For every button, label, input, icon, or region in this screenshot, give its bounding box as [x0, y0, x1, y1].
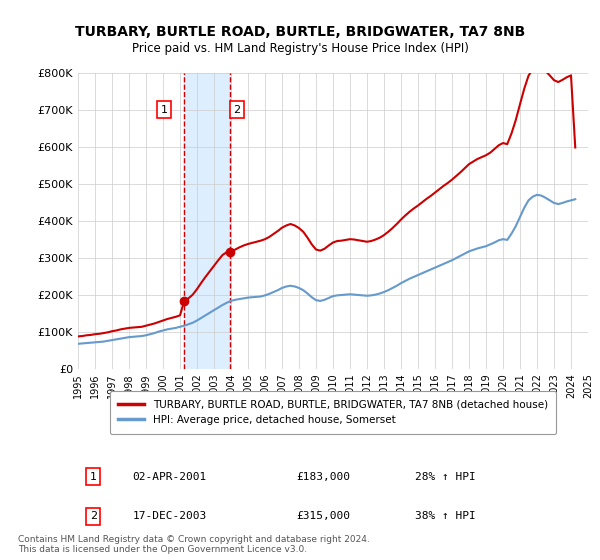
- Text: Price paid vs. HM Land Registry's House Price Index (HPI): Price paid vs. HM Land Registry's House …: [131, 42, 469, 55]
- Text: 2: 2: [90, 511, 97, 521]
- Text: £183,000: £183,000: [296, 472, 350, 482]
- Text: 2: 2: [233, 105, 241, 115]
- Text: TURBARY, BURTLE ROAD, BURTLE, BRIDGWATER, TA7 8NB: TURBARY, BURTLE ROAD, BURTLE, BRIDGWATER…: [75, 25, 525, 39]
- Bar: [184, 73, 230, 368]
- Text: 38% ↑ HPI: 38% ↑ HPI: [415, 511, 476, 521]
- Text: 17-DEC-2003: 17-DEC-2003: [133, 511, 207, 521]
- Text: 1: 1: [160, 105, 167, 115]
- Text: £315,000: £315,000: [296, 511, 350, 521]
- Text: 28% ↑ HPI: 28% ↑ HPI: [415, 472, 476, 482]
- Legend: TURBARY, BURTLE ROAD, BURTLE, BRIDGWATER, TA7 8NB (detached house), HPI: Average: TURBARY, BURTLE ROAD, BURTLE, BRIDGWATER…: [110, 391, 556, 433]
- Text: 1: 1: [90, 472, 97, 482]
- Text: Contains HM Land Registry data © Crown copyright and database right 2024.
This d: Contains HM Land Registry data © Crown c…: [18, 535, 370, 554]
- Text: 02-APR-2001: 02-APR-2001: [133, 472, 207, 482]
